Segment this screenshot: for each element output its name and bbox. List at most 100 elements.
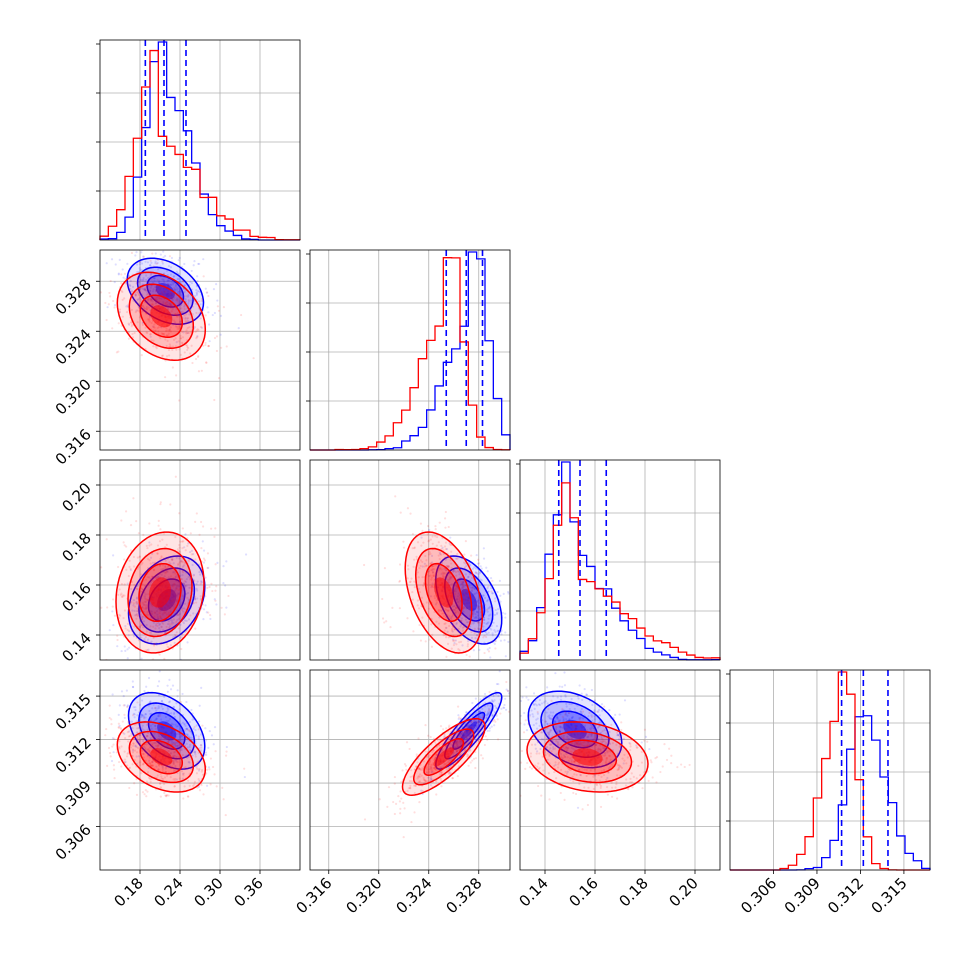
scatter-point bbox=[152, 636, 155, 640]
scatter-point bbox=[580, 707, 583, 711]
scatter-point bbox=[445, 727, 448, 730]
scatter-point bbox=[393, 782, 396, 785]
scatter-point bbox=[570, 717, 574, 720]
scatter-point bbox=[464, 747, 467, 751]
scatter-point bbox=[181, 582, 184, 585]
scatter-point bbox=[487, 710, 490, 713]
scatter-point bbox=[148, 559, 151, 562]
scatter-point bbox=[130, 325, 133, 328]
scatter-point bbox=[149, 286, 153, 289]
scatter-point bbox=[176, 725, 179, 728]
scatter-point bbox=[477, 607, 480, 610]
scatter-point bbox=[112, 598, 115, 601]
scatter-point bbox=[120, 649, 123, 653]
scatter-point bbox=[153, 741, 156, 745]
scatter-point bbox=[465, 710, 468, 714]
scatter-point bbox=[146, 318, 149, 321]
scatter-point bbox=[175, 314, 179, 317]
scatter-point bbox=[137, 291, 140, 295]
scatter-point bbox=[436, 535, 439, 539]
scatter-point bbox=[535, 722, 538, 725]
scatter-point bbox=[411, 598, 414, 601]
scatter-point bbox=[636, 746, 639, 749]
scatter-point bbox=[424, 780, 427, 784]
scatter-point bbox=[200, 369, 203, 372]
scatter-point bbox=[483, 634, 486, 637]
scatter-point bbox=[418, 767, 421, 771]
scatter-point bbox=[139, 733, 142, 736]
scatter-point bbox=[168, 673, 170, 675]
scatter-point bbox=[134, 246, 136, 248]
scatter-point bbox=[188, 720, 191, 724]
scatter-point bbox=[189, 352, 192, 355]
scatter-point bbox=[110, 258, 114, 261]
scatter-point bbox=[111, 610, 114, 613]
scatter-point bbox=[168, 279, 171, 282]
scatter-point bbox=[148, 777, 152, 780]
scatter-point bbox=[430, 623, 433, 626]
scatter-point bbox=[452, 590, 456, 593]
scatter-point bbox=[550, 743, 553, 746]
scatter-point bbox=[173, 742, 176, 746]
scatter-point bbox=[559, 719, 562, 722]
contour-blue bbox=[551, 710, 599, 749]
scatter-point bbox=[179, 560, 183, 563]
scatter-point bbox=[500, 707, 503, 710]
scatter-point bbox=[105, 538, 108, 541]
scatter-point bbox=[445, 768, 448, 771]
scatter-point bbox=[144, 748, 147, 751]
scatter-point bbox=[169, 688, 173, 691]
scatter-point bbox=[151, 722, 154, 726]
scatter-point bbox=[131, 336, 135, 339]
scatter-point bbox=[478, 628, 481, 631]
density-fill-red bbox=[433, 747, 455, 767]
scatter-point bbox=[175, 348, 178, 351]
scatter-point bbox=[145, 743, 148, 746]
scatter-point bbox=[217, 377, 221, 380]
scatter-point bbox=[451, 630, 454, 633]
scatter-point bbox=[153, 615, 156, 618]
scatter-point bbox=[136, 298, 139, 301]
scatter-point bbox=[543, 701, 546, 704]
scatter-point bbox=[413, 811, 416, 814]
scatter-point bbox=[146, 546, 149, 550]
scatter-point bbox=[111, 693, 114, 696]
scatter-point bbox=[536, 765, 539, 768]
scatter-point bbox=[465, 615, 468, 618]
scatter-point bbox=[418, 773, 422, 776]
scatter-point bbox=[154, 329, 157, 332]
scatter-point bbox=[451, 777, 454, 780]
scatter-point bbox=[570, 759, 573, 762]
scatter-point bbox=[394, 495, 397, 498]
scatter-point bbox=[130, 321, 133, 324]
scatter-point bbox=[461, 626, 465, 629]
scatter-point bbox=[463, 593, 466, 596]
scatter-point bbox=[147, 298, 150, 301]
scatter-point bbox=[133, 716, 136, 719]
scatter-point bbox=[123, 558, 126, 561]
scatter-point bbox=[138, 703, 142, 706]
scatter-point bbox=[490, 725, 493, 728]
scatter-point bbox=[172, 770, 176, 773]
scatter-point bbox=[635, 744, 638, 747]
scatter-point bbox=[184, 602, 187, 605]
scatter-point bbox=[179, 746, 182, 749]
scatter-point bbox=[131, 744, 135, 747]
scatter-point bbox=[174, 723, 177, 726]
scatter-point bbox=[186, 331, 189, 335]
scatter-point bbox=[154, 285, 157, 289]
scatter-point bbox=[243, 767, 246, 770]
scatter-point bbox=[117, 273, 120, 276]
scatter-point bbox=[487, 614, 491, 617]
scatter-point bbox=[445, 609, 448, 612]
scatter-point bbox=[461, 586, 464, 589]
scatter-point bbox=[175, 609, 179, 612]
scatter-point bbox=[546, 722, 549, 725]
scatter-point bbox=[196, 328, 199, 331]
scatter-point bbox=[184, 766, 187, 769]
scatter-point bbox=[151, 707, 154, 710]
scatter-point bbox=[431, 569, 434, 572]
scatter-point bbox=[427, 755, 430, 758]
scatter-point bbox=[159, 736, 162, 739]
scatter-point bbox=[548, 730, 551, 734]
